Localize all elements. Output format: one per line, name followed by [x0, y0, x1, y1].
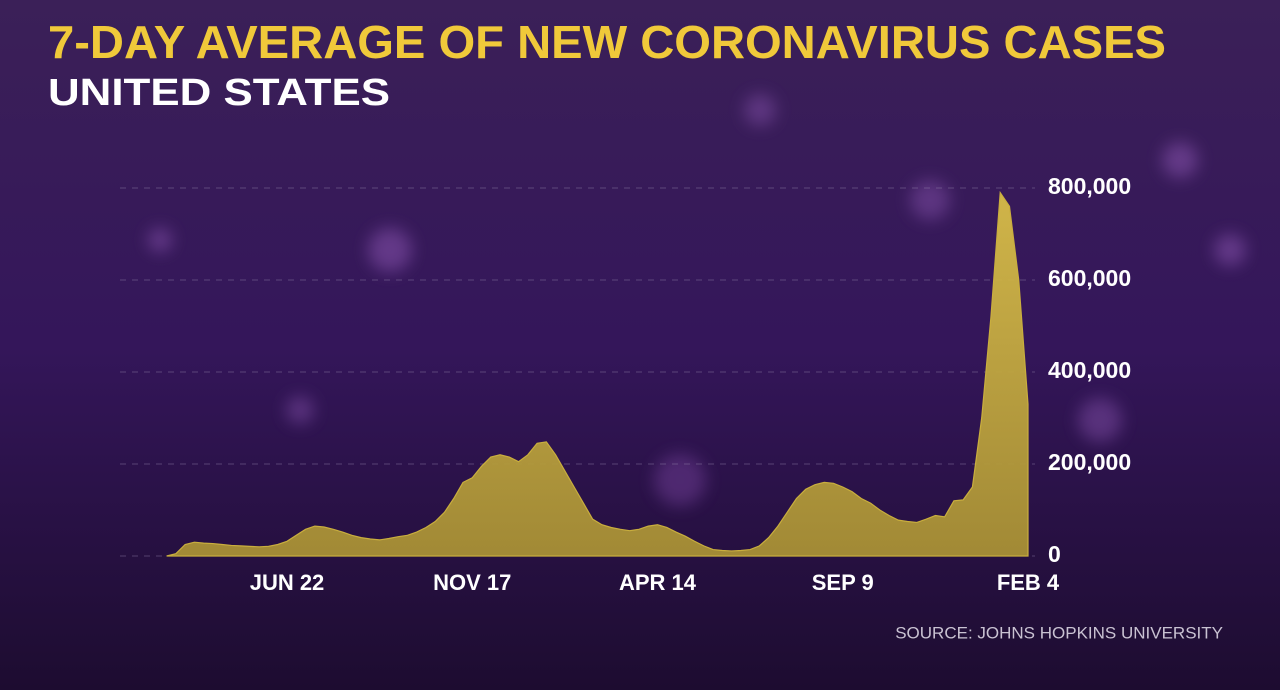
x-tick-label: JUN 22 — [250, 570, 325, 595]
y-tick-label: 600,000 — [1048, 265, 1131, 291]
chart-title: 7-DAY AVERAGE OF NEW CORONAVIRUS CASES — [48, 16, 1166, 68]
y-tick-label: 200,000 — [1048, 449, 1131, 475]
y-tick-label: 400,000 — [1048, 357, 1131, 383]
x-tick-label: FEB 4 — [997, 570, 1060, 595]
x-tick-label: APR 14 — [619, 570, 697, 595]
y-tick-label: 0 — [1048, 541, 1061, 567]
x-tick-label: NOV 17 — [433, 570, 511, 595]
source-note: SOURCE: JOHNS HOPKINS UNIVERSITY — [895, 623, 1223, 642]
chart-subtitle: UNITED STATES — [48, 72, 390, 114]
background-bokeh — [148, 94, 1246, 506]
y-tick-label: 800,000 — [1048, 173, 1131, 199]
x-tick-label: SEP 9 — [812, 570, 874, 595]
area — [166, 190, 1029, 557]
